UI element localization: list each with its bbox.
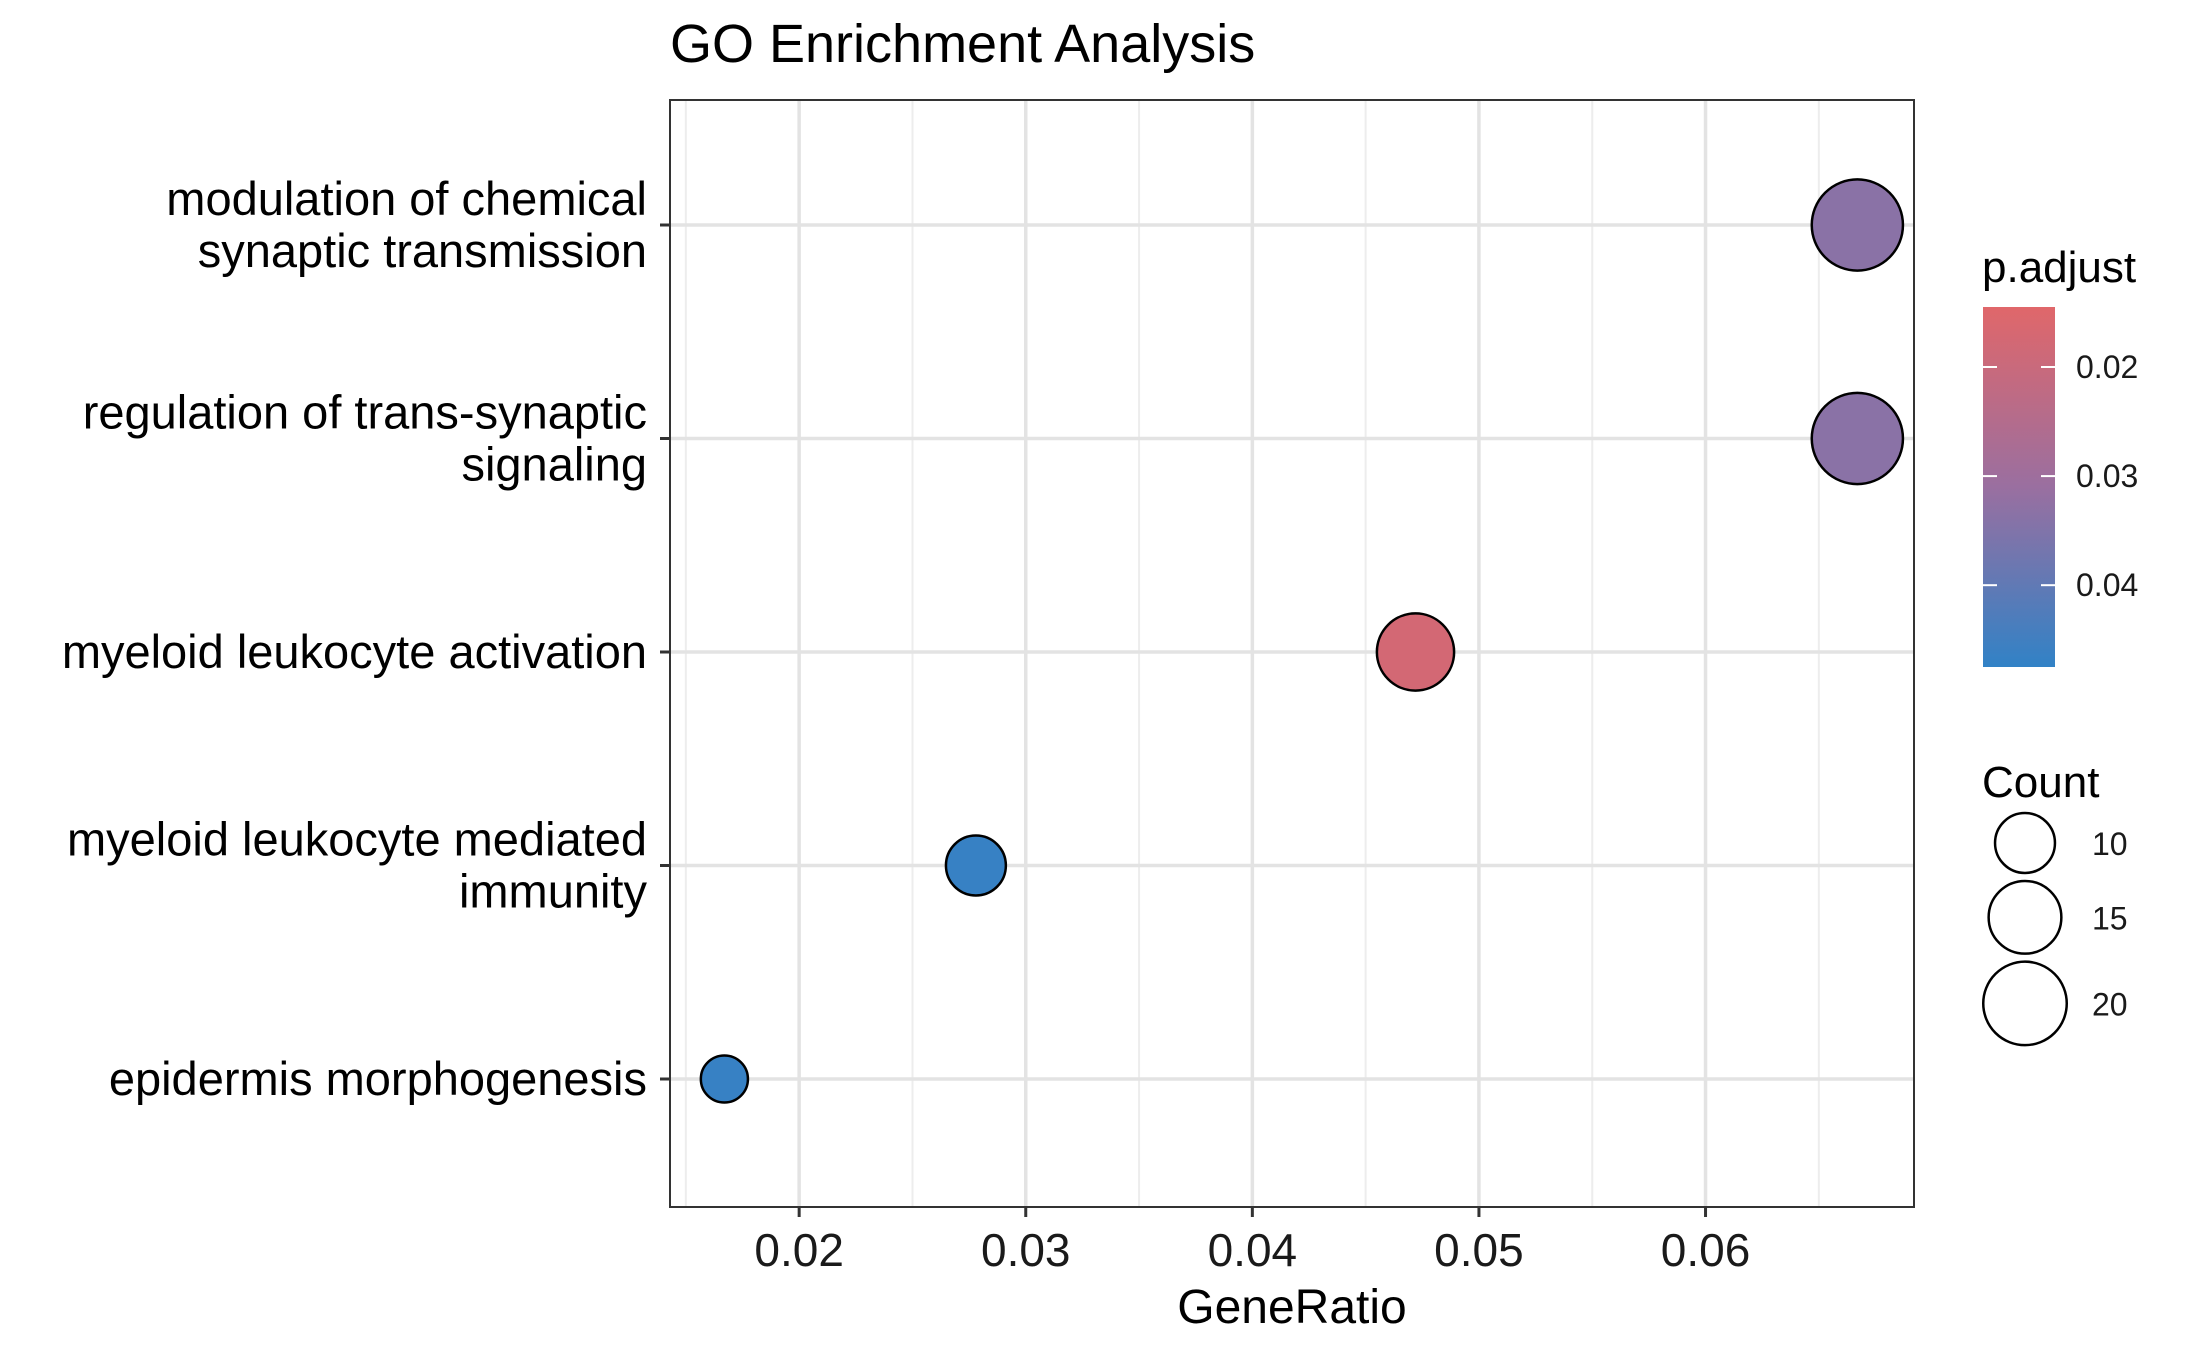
x-tick-label: 0.04 [1208,1224,1298,1276]
colorbar-tick-label: 0.04 [2076,567,2138,603]
data-points [699,178,1905,1104]
y-tick-label: immunity [459,865,648,918]
y-tick-label: myeloid leukocyte mediated [67,813,647,866]
x-tick-label: 0.03 [981,1224,1071,1276]
y-tick-label: regulation of trans-synaptic [83,386,647,439]
chart-title: GO Enrichment Analysis [670,14,1255,74]
count-legend: Count 10 15 20 [1982,758,2128,1047]
size-legend-key [1993,811,2057,875]
y-tick-label: myeloid leukocyte activation [62,625,647,678]
x-tick-label: 0.02 [754,1224,844,1276]
x-axis-label: GeneRatio [1177,1281,1406,1334]
y-tick-label: synaptic transmission [198,224,647,277]
colorbar-tick-label: 0.03 [2076,458,2138,494]
data-point [1810,178,1905,272]
gridlines [670,100,1914,1207]
size-legend-key [1982,960,2068,1047]
size-legend-label: 20 [2092,986,2128,1022]
size-legend-label: 10 [2092,826,2128,862]
size-legend-label: 15 [2092,900,2128,936]
p-adjust-colorbar [1983,307,2055,667]
x-tick-label: 0.05 [1434,1224,1524,1276]
y-tick-label: signaling [461,438,647,491]
x-tick-label: 0.06 [1661,1224,1751,1276]
data-point [699,1054,750,1104]
count-legend-title: Count [1982,758,2099,807]
x-axis: 0.02 0.03 0.04 0.05 0.06 [754,1207,1750,1276]
p-adjust-legend: p.adjust 0.02 0.03 0.04 [1982,243,2138,667]
data-point [1375,612,1456,692]
data-point [944,834,1008,897]
size-legend-key [1987,879,2063,955]
y-tick-label: modulation of chemical [166,172,647,225]
data-point [1810,391,1905,486]
p-adjust-legend-title: p.adjust [1982,243,2136,292]
y-tick-label: epidermis morphogenesis [109,1052,647,1105]
colorbar-tick-label: 0.02 [2076,349,2138,385]
